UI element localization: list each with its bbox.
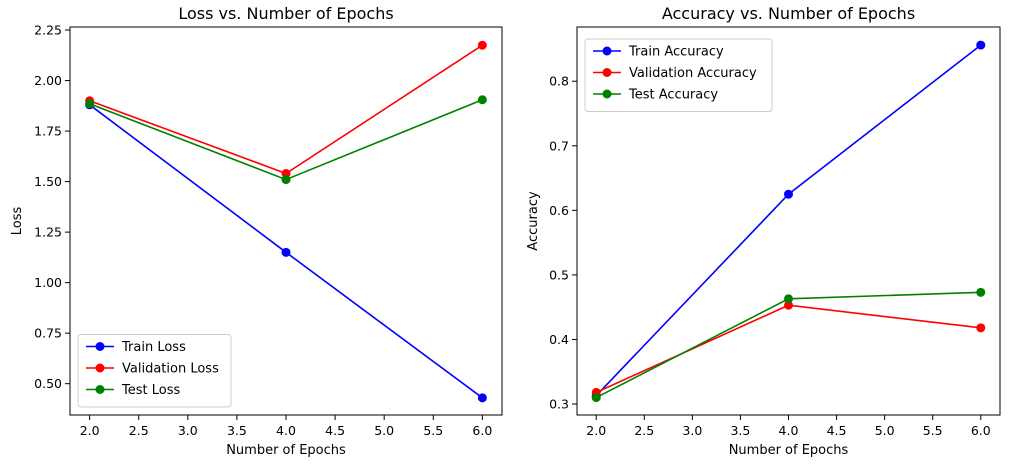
y-tick-label: 1.00 xyxy=(34,275,62,290)
legend-label: Train Loss xyxy=(121,340,186,355)
series-line-3 xyxy=(89,99,483,181)
legend-box xyxy=(77,334,232,408)
legend-swatch-marker xyxy=(95,342,105,351)
y-tick-label: 2.00 xyxy=(34,73,62,88)
x-tick-label: 3.5 xyxy=(227,423,247,438)
data-point xyxy=(85,99,95,109)
legend-box xyxy=(584,38,773,112)
data-point xyxy=(784,294,793,304)
x-tick-label: 2.5 xyxy=(129,423,149,438)
y-tick-label: 0.75 xyxy=(34,326,62,341)
data-point xyxy=(976,40,986,50)
data-point xyxy=(591,393,601,403)
x-axis-label: Number of Epochs xyxy=(729,443,849,458)
x-tick-label: 4.5 xyxy=(827,423,847,438)
data-point xyxy=(477,393,487,403)
legend-label: Test Accuracy xyxy=(628,88,718,103)
y-tick-label: 0.50 xyxy=(34,376,62,391)
x-tick-label: 5.0 xyxy=(374,423,394,438)
legend-swatch-marker xyxy=(95,385,105,394)
chart-2: 2.0 2.5 3.0 3.5 4.0 4.5 5.0 5.5 6.0 0.3 0.4 0.5 0.6 0… xyxy=(526,4,1001,458)
data-point xyxy=(976,287,986,297)
x-axis-label: Number of Epochs xyxy=(226,443,346,458)
y-tick-label: 0.7 xyxy=(549,138,569,153)
data-point xyxy=(976,323,986,333)
x-tick-label: 5.5 xyxy=(423,423,443,438)
legend-label: Test Loss xyxy=(121,383,180,398)
legend-swatch-marker xyxy=(602,89,612,99)
legend-swatch-marker xyxy=(602,68,612,77)
y-tick-label: 1.25 xyxy=(34,225,62,240)
y-tick-label: 0.8 xyxy=(549,74,569,89)
y-tick-label: 0.3 xyxy=(549,397,569,412)
y-tick-label: 0.5 xyxy=(549,267,569,282)
y-tick-label: 0.4 xyxy=(549,332,569,347)
x-tick-label: 4.0 xyxy=(276,423,296,438)
x-tick-label: 4.0 xyxy=(779,423,799,438)
chart-title: Accuracy vs. Number of Epochs xyxy=(662,4,915,23)
x-tick-label: 3.0 xyxy=(178,423,198,438)
legend-swatch-marker xyxy=(602,46,612,56)
data-point xyxy=(784,300,793,310)
y-tick-label: 2.25 xyxy=(34,23,62,38)
legend-label: Validation Loss xyxy=(122,362,219,377)
x-tick-label: 6.0 xyxy=(472,423,492,438)
series-line-2 xyxy=(89,44,483,175)
x-tick-label: 5.5 xyxy=(923,423,943,438)
x-tick-label: 3.0 xyxy=(682,423,702,438)
x-tick-label: 3.5 xyxy=(730,423,750,438)
y-tick-label: 1.50 xyxy=(34,174,62,189)
data-point xyxy=(281,175,291,185)
legend-label: Validation Accuracy xyxy=(629,66,757,81)
x-tick-label: 6.0 xyxy=(971,423,991,438)
x-tick-label: 2.0 xyxy=(586,423,606,438)
legend-swatch-marker xyxy=(95,363,105,373)
y-axis-label: Loss xyxy=(10,207,25,236)
chart-title: Loss vs. Number of Epochs xyxy=(178,4,393,23)
legend-label: Train Accuracy xyxy=(628,45,724,60)
y-tick-label: 1.75 xyxy=(34,124,62,139)
data-point xyxy=(281,247,291,257)
y-axis-label: Accuracy xyxy=(526,191,541,251)
x-tick-label: 4.5 xyxy=(325,423,345,438)
chart-1: 2.0 2.5 3.0 3.5 4.0 4.5 5.0 5.5 6.0 0.50 0.75 1.00 1… xyxy=(10,4,503,458)
y-tick-label: 0.6 xyxy=(549,203,569,218)
data-point xyxy=(477,40,487,50)
x-tick-label: 5.0 xyxy=(875,423,895,438)
x-tick-label: 2.5 xyxy=(634,423,654,438)
x-tick-label: 2.0 xyxy=(80,423,100,438)
data-point xyxy=(784,189,793,199)
series-line-2 xyxy=(595,304,981,394)
data-point xyxy=(477,95,487,105)
